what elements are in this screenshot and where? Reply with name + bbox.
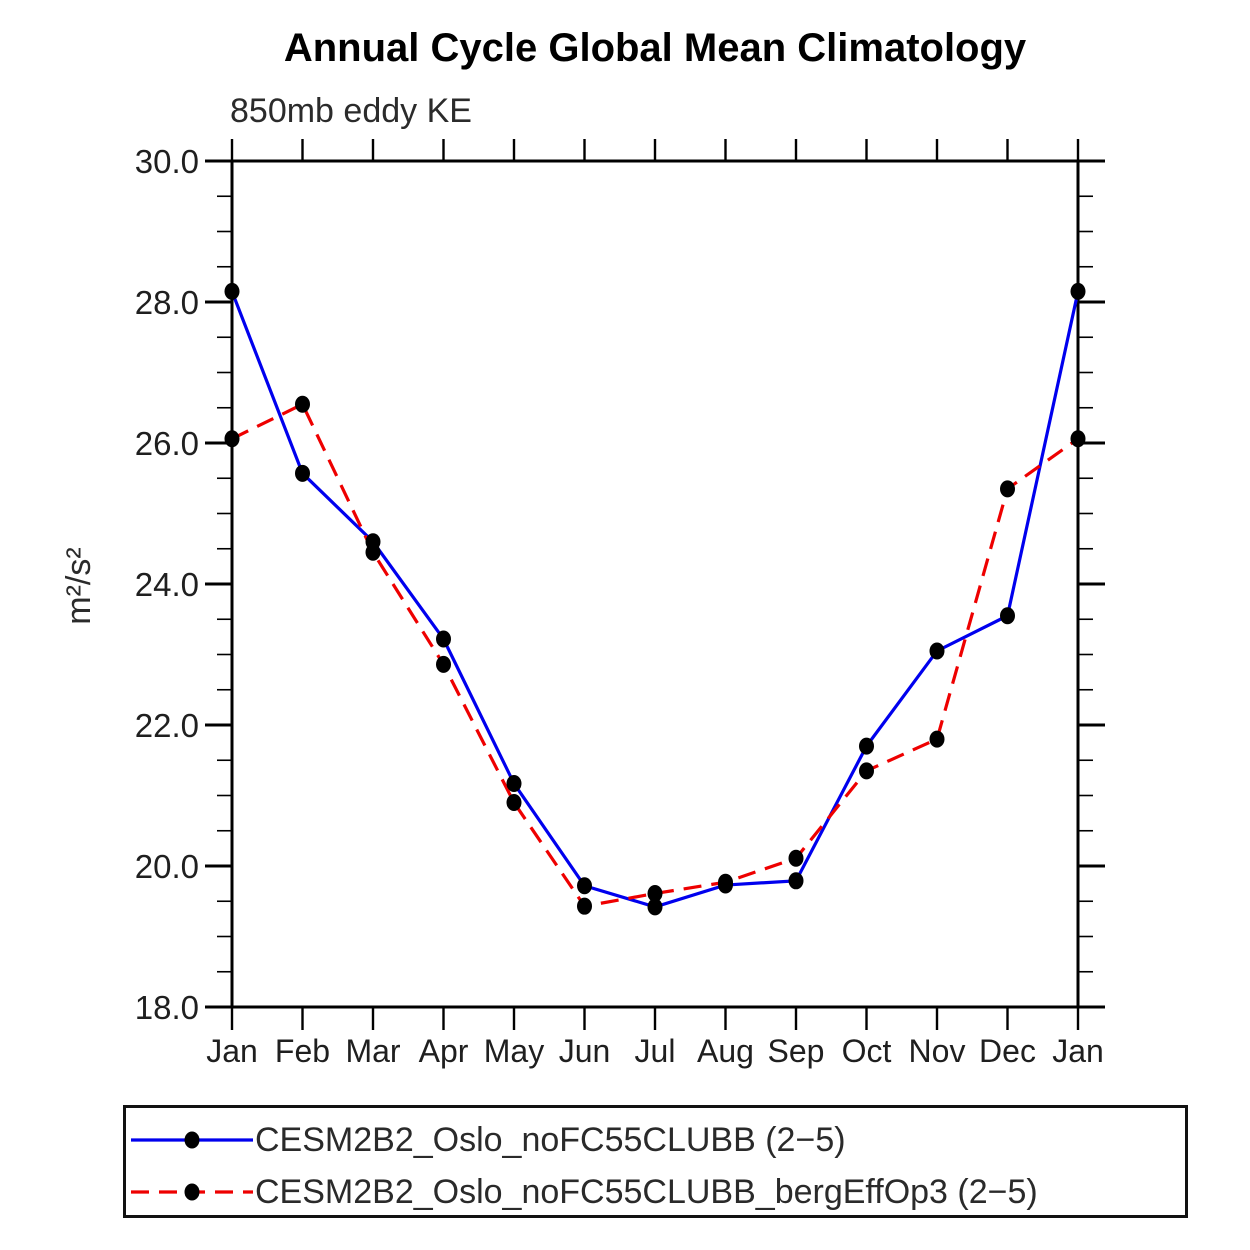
data-point [506, 794, 522, 812]
y-tick-label: 22.0 [135, 707, 199, 744]
x-tick-label: May [484, 1033, 544, 1069]
data-point [295, 395, 310, 413]
x-tick-label: Nov [909, 1033, 966, 1069]
legend-item-1: CESM2B2_Oslo_noFC55CLUBB_bergEffOp3 (2−5… [129, 1170, 1038, 1214]
x-tick-label: Mar [345, 1033, 400, 1069]
data-point [365, 543, 381, 561]
legend-sample-marker [184, 1183, 200, 1201]
data-point [577, 877, 592, 895]
x-tick-label: Aug [697, 1033, 754, 1069]
x-tick-label: Oct [842, 1033, 892, 1069]
x-tick-label: Dec [979, 1033, 1036, 1069]
data-point [929, 642, 945, 660]
data-point [929, 730, 945, 748]
x-tick-label: Jan [206, 1033, 258, 1069]
y-tick-label: 24.0 [135, 566, 199, 603]
chart-title: Annual Cycle Global Mean Climatology [283, 26, 1027, 70]
y-tick-label: 18.0 [135, 989, 199, 1026]
legend-line-sample-solid [131, 1131, 253, 1149]
series-line-1 [231, 402, 1079, 908]
legend-item-0: CESM2B2_Oslo_noFC55CLUBB (2−5) [129, 1118, 846, 1162]
chart-subtitle: 850mb eddy KE [230, 92, 472, 130]
data-point [506, 775, 522, 793]
data-point [436, 630, 451, 648]
legend-label-0: CESM2B2_Oslo_noFC55CLUBB (2−5) [255, 1120, 846, 1159]
data-point [577, 897, 592, 915]
data-point [224, 282, 240, 300]
x-tick-label: Jul [635, 1033, 676, 1069]
y-tick-label: 30.0 [135, 143, 199, 180]
data-point [859, 762, 874, 780]
data-point [1070, 430, 1086, 448]
data-point [295, 464, 310, 482]
data-point [788, 849, 804, 867]
x-tick-label: Sep [768, 1033, 825, 1069]
data-point [1000, 607, 1015, 625]
axes-frame [205, 139, 1105, 1030]
data-series [230, 290, 1080, 909]
data-point [436, 655, 451, 673]
x-tick-label: Feb [275, 1033, 330, 1069]
data-point [647, 884, 663, 902]
y-tick-label: 28.0 [135, 284, 199, 321]
x-tick-label: Jan [1052, 1033, 1104, 1069]
y-tick-label: 26.0 [135, 425, 199, 462]
y-tick-label: 20.0 [135, 848, 199, 885]
data-point [1000, 480, 1015, 498]
data-point [647, 898, 663, 916]
x-tick-label: Apr [419, 1033, 469, 1069]
data-point [1070, 282, 1086, 300]
tick-labels: 18.0 20.0 22.0 24.0 26.0 28.0 30.0 Jan Feb Mar Apr… [135, 143, 1104, 1069]
legend: CESM2B2_Oslo_noFC55CLUBB (2−5) CESM2B2_O… [123, 1105, 1188, 1218]
legend-label-1: CESM2B2_Oslo_noFC55CLUBB_bergEffOp3 (2−5… [255, 1172, 1038, 1211]
data-point [859, 737, 874, 755]
data-markers [224, 282, 1086, 916]
x-tick-label: Jun [559, 1033, 611, 1069]
data-point [788, 872, 804, 890]
data-point [224, 430, 240, 448]
data-point [718, 873, 733, 891]
legend-sample-marker [184, 1131, 200, 1149]
series-line-0 [230, 290, 1080, 909]
legend-line-sample-dashed [131, 1183, 253, 1201]
